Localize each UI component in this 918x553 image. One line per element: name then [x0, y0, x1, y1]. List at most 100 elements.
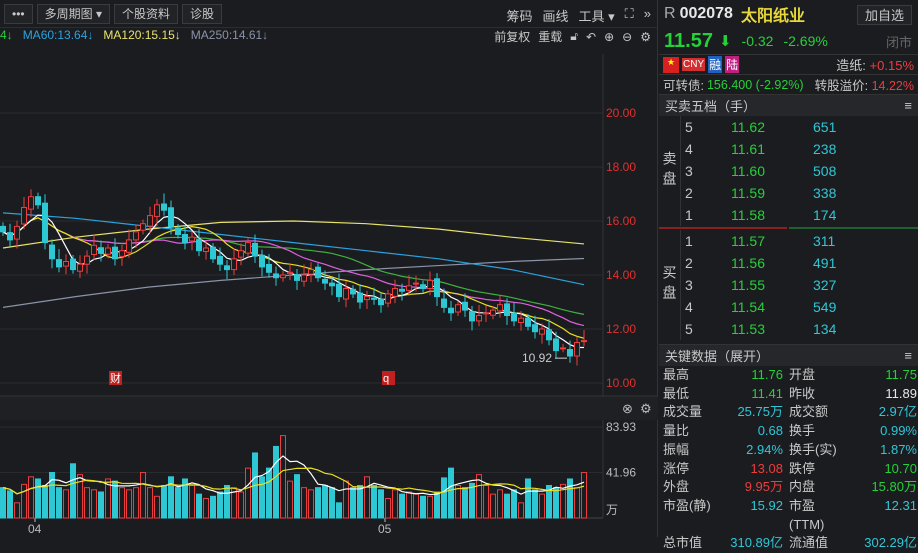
- buy-level-row[interactable]: 2 11.56 491: [685, 252, 915, 274]
- candle-down: [315, 266, 321, 279]
- sell-level-row[interactable]: 5 11.62 651: [685, 116, 915, 138]
- event-marker: [109, 371, 122, 385]
- key-value: 10.70: [884, 460, 917, 476]
- volume-bar: [21, 483, 27, 519]
- menu-icon[interactable]: ≡: [904, 98, 912, 113]
- volume-bar: [343, 480, 349, 519]
- connect-tag[interactable]: 陆: [725, 56, 740, 73]
- volume-bar: [49, 471, 55, 519]
- sell-level-row[interactable]: 3 11.60 508: [685, 160, 915, 182]
- kline-chart[interactable]: 20.00 18.00 16.00 14.00 12.00 10.00 ⊗ ⚙ 83.93 41.…: [0, 44, 658, 537]
- key-value: 12.31: [884, 497, 917, 513]
- level-number: 4: [685, 141, 693, 157]
- collapse-icon[interactable]: »: [643, 6, 651, 21]
- stock-name: 太阳纸业: [740, 8, 805, 25]
- volume-bar: [497, 489, 503, 519]
- candle-up: [539, 328, 545, 335]
- keydata-title[interactable]: 关键数据（展开）: [665, 349, 770, 364]
- zoom-out-icon[interactable]: ⊖: [622, 29, 633, 44]
- level-number: 3: [685, 277, 693, 293]
- candle-up: [77, 263, 83, 272]
- volume-bar: [539, 493, 545, 519]
- candle-up: [28, 196, 34, 210]
- stock-profile-button[interactable]: 个股资料: [113, 3, 178, 24]
- chips-button[interactable]: 筹码: [506, 9, 533, 24]
- candle-down: [322, 278, 328, 284]
- lock-icon[interactable]: 🔓︎: [570, 29, 579, 43]
- level-number: 5: [685, 119, 693, 135]
- key-value: 2.94%: [746, 441, 783, 457]
- x-tick-label: 05: [378, 522, 392, 536]
- key-label: 市盈(TTM): [789, 497, 825, 532]
- margin-tag[interactable]: 融: [708, 56, 723, 73]
- candle-down: [462, 301, 468, 311]
- add-watchlist-button[interactable]: 加自选: [856, 5, 912, 25]
- sell-level-row[interactable]: 1 11.58 174: [685, 204, 915, 226]
- sector-label[interactable]: 造纸:: [836, 58, 866, 73]
- x-tick-label: 04: [28, 522, 42, 536]
- settings-icon[interactable]: ⚙: [640, 29, 651, 44]
- level-volume: 311: [813, 233, 836, 249]
- level-price: 11.54: [731, 299, 765, 315]
- level-price: 11.62: [731, 119, 765, 135]
- diagnose-button[interactable]: 诊股: [181, 3, 222, 24]
- fullscreen-icon[interactable]: ⛶: [624, 6, 634, 21]
- volume-bar: [329, 487, 335, 519]
- buy-label: 买盘: [659, 230, 681, 340]
- key-value: 11.41: [751, 385, 783, 401]
- tools-button[interactable]: 工具 ▾: [578, 9, 615, 24]
- buy-level-row[interactable]: 1 11.57 311: [685, 230, 915, 252]
- key-data-grid: 最高 11.76 开盘 11.75 最低 11.41 昨收 11.89 成交量 25.75万 成交额…: [659, 366, 918, 553]
- reload-button[interactable]: 重载: [538, 30, 563, 44]
- multi-period-button[interactable]: 多周期图 ▾: [36, 3, 110, 24]
- key-value: 0.68: [757, 423, 783, 439]
- candle-down: [399, 288, 405, 292]
- ma250-line: [2, 257, 585, 308]
- volume-bar: [245, 467, 251, 519]
- menu-icon[interactable]: ≡: [904, 348, 912, 363]
- candle-down: [504, 303, 510, 317]
- chart-toolbar: ••• 多周期图 ▾ 个股资料 诊股 筹码 画线 工具 ▾ ⛶ »: [0, 0, 657, 28]
- candle-down: [224, 265, 230, 271]
- candle-down: [210, 246, 216, 260]
- level-volume: 338: [813, 185, 837, 201]
- candle-down: [266, 263, 272, 273]
- volume-bar: [392, 489, 398, 519]
- buy-level-row[interactable]: 3 11.55 327: [685, 274, 915, 296]
- level-price: 11.59: [731, 185, 765, 201]
- chart-tools: 前复权 重载 🔓︎ ↶ ⊕ ⊖ ⚙: [494, 28, 651, 45]
- candle-up: [245, 242, 251, 254]
- candle-up: [147, 215, 153, 227]
- volume-bar: [441, 477, 447, 519]
- candle-down: [35, 196, 41, 206]
- level-volume: 174: [813, 207, 837, 223]
- buy-level-row[interactable]: 4 11.54 549: [685, 296, 915, 318]
- price-tick-label: 14.00: [606, 268, 636, 282]
- candle-down: [112, 246, 118, 260]
- level-volume: 508: [813, 163, 837, 179]
- candle-down: [49, 244, 55, 260]
- draw-button[interactable]: 画线: [542, 9, 569, 24]
- volume-bar: [462, 487, 468, 519]
- volume-bar: [70, 463, 76, 519]
- buy-level-row[interactable]: 5 11.53 134: [685, 318, 915, 340]
- volume-bar: [203, 497, 209, 519]
- event-marker: [382, 371, 395, 385]
- candle-up: [406, 285, 412, 291]
- keydata-header: 关键数据（展开） ≡: [659, 344, 918, 366]
- volume-ma10-line: [2, 467, 585, 495]
- candle-up: [497, 304, 503, 312]
- zoom-in-icon[interactable]: ⊕: [604, 29, 615, 44]
- sell-level-row[interactable]: 4 11.61 238: [685, 138, 915, 160]
- adjust-button[interactable]: 前复权: [494, 30, 531, 44]
- candle-down: [350, 288, 356, 295]
- volume-bar: [154, 495, 160, 519]
- ma-legend-item: MA60:13.64↓: [22, 28, 94, 42]
- bond-value[interactable]: 156.400 (-2.92%): [706, 77, 804, 92]
- candle-down: [532, 324, 538, 333]
- more-button[interactable]: •••: [4, 3, 33, 24]
- key-label: 市盈(静): [663, 497, 711, 513]
- volume-header: [0, 396, 658, 420]
- sell-level-row[interactable]: 2 11.59 338: [685, 182, 915, 204]
- undo-icon[interactable]: ↶: [586, 29, 597, 44]
